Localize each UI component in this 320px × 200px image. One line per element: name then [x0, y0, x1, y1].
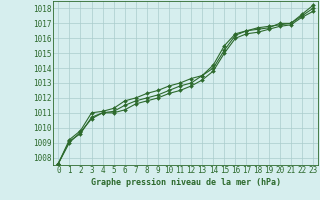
X-axis label: Graphe pression niveau de la mer (hPa): Graphe pression niveau de la mer (hPa): [91, 178, 281, 187]
